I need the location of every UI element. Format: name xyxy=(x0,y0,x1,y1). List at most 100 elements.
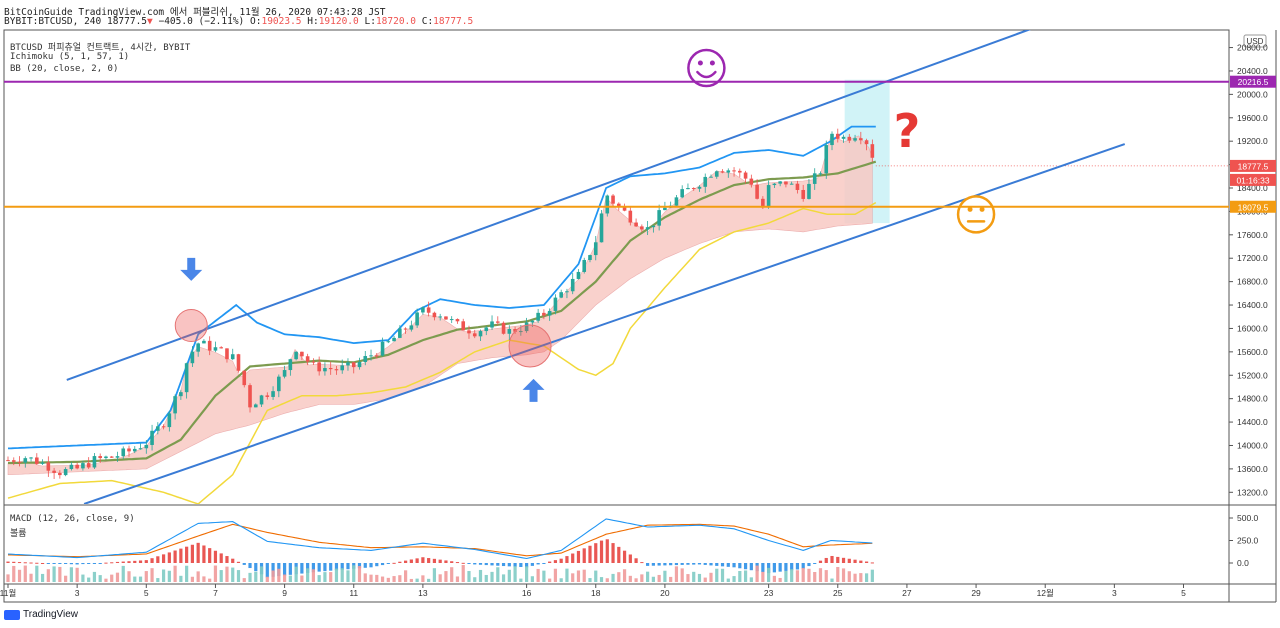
candle xyxy=(351,361,356,374)
candle-body xyxy=(559,292,563,298)
candle-body xyxy=(697,186,702,189)
candle xyxy=(640,224,644,233)
macd-histogram-bar xyxy=(334,563,339,571)
candle xyxy=(478,329,483,342)
macd-histogram-bar xyxy=(444,560,448,563)
channel-lower-line xyxy=(83,143,1126,504)
volume-bar xyxy=(490,571,494,582)
candle-body xyxy=(86,463,91,468)
publish-info: BitCoinGuide TradingView.com 에서 퍼블리쉬, 11… xyxy=(4,4,385,18)
macd-histogram-bar xyxy=(611,543,615,563)
highlight-circle-1 xyxy=(174,309,208,343)
macd-histogram-bar xyxy=(450,561,454,563)
macd-histogram-bar xyxy=(375,563,379,567)
macd-histogram-bar xyxy=(548,561,552,563)
volume-bar xyxy=(536,568,540,582)
candle-body xyxy=(542,312,546,316)
macd-histogram-bar xyxy=(421,557,425,563)
y-tick-label: 20800.0 xyxy=(1237,43,1268,53)
volume-bar xyxy=(859,573,863,582)
x-tick-label: 18 xyxy=(591,588,601,598)
volume-bar xyxy=(484,574,488,582)
macd-histogram-bar xyxy=(628,554,632,563)
tradingview-brand[interactable]: TradingView xyxy=(4,609,78,620)
candle-body xyxy=(691,188,696,190)
face-outline xyxy=(956,195,996,234)
macd-histogram-bar xyxy=(167,552,171,563)
macd-histogram-bar xyxy=(507,563,511,567)
macd-histogram-bar xyxy=(380,563,385,566)
candle xyxy=(536,308,540,323)
macd-histogram-bar xyxy=(536,563,540,565)
macd-histogram-bar xyxy=(818,560,823,563)
volume-bar xyxy=(450,567,454,582)
candle-body xyxy=(196,343,200,352)
volume-bar xyxy=(219,570,223,582)
candle xyxy=(132,446,137,454)
macd-histogram-bar xyxy=(836,556,840,563)
volume-bar xyxy=(720,568,725,582)
volume-bar xyxy=(548,578,552,582)
macd-histogram-bar xyxy=(196,542,200,563)
macd-histogram-bar xyxy=(432,558,437,563)
candle-body xyxy=(784,181,788,185)
macd-histogram-bar xyxy=(657,563,661,566)
candle xyxy=(691,187,696,191)
macd-histogram-bar xyxy=(311,563,316,573)
volume-bar xyxy=(582,569,586,582)
candle-body xyxy=(225,348,229,360)
legend-title: BTCUSD 퍼피츄얼 컨트랙트, 4시간, BYBIT xyxy=(10,43,191,53)
candle xyxy=(167,410,172,432)
currency-label: USD xyxy=(1247,37,1264,46)
x-tick-label: 29 xyxy=(971,588,981,598)
macd-histogram-bar xyxy=(104,562,108,564)
macd-histogram-bar xyxy=(553,560,558,563)
x-tick-label: 11월 xyxy=(0,588,16,598)
volume-bar xyxy=(732,576,736,582)
candle xyxy=(807,179,811,200)
macd-y-tick-label: 500.0 xyxy=(1237,513,1259,523)
candle-body xyxy=(271,391,275,397)
macd-histogram-bar xyxy=(743,563,748,570)
candle xyxy=(501,321,506,335)
volume-bar xyxy=(836,566,840,582)
candle xyxy=(156,422,160,435)
volume-bar xyxy=(813,572,817,582)
macd-histogram-bar xyxy=(455,562,460,564)
candle xyxy=(277,374,281,398)
candle xyxy=(23,456,28,468)
volume-bar xyxy=(755,565,759,582)
candle-body xyxy=(150,430,154,445)
macd-histogram-bar xyxy=(669,563,673,566)
candle xyxy=(426,301,431,317)
volume-bar xyxy=(380,576,385,582)
macd-histogram-bar xyxy=(409,559,413,563)
volume-bar xyxy=(605,578,609,582)
candle-body xyxy=(709,176,713,178)
volume-bar xyxy=(144,571,148,582)
volume-bar xyxy=(254,571,258,582)
volume-bar xyxy=(738,571,742,582)
candle-body xyxy=(219,347,224,349)
volume-bar xyxy=(294,566,298,582)
macd-histogram-bar xyxy=(571,553,575,563)
volume-bar xyxy=(115,572,120,582)
symbol-label: BYBIT:BTCUSD, 240 xyxy=(4,16,102,27)
macd-label: MACD (12, 26, close, 9) xyxy=(10,514,135,524)
candle xyxy=(46,456,51,477)
candle xyxy=(565,288,569,299)
volume-bar xyxy=(231,567,235,582)
x-tick-label: 23 xyxy=(764,588,774,598)
candle xyxy=(98,453,102,463)
candle-body xyxy=(409,325,414,330)
volume-bar xyxy=(340,568,344,582)
candle xyxy=(755,179,759,200)
legend-bb: BB (20, close, 2, 0) xyxy=(10,64,119,74)
candle-body xyxy=(732,170,736,172)
macd-histogram-bar xyxy=(703,563,707,565)
face-eye xyxy=(697,60,703,66)
volume-bar xyxy=(156,578,160,582)
macd-histogram-bar xyxy=(565,556,569,563)
candle xyxy=(455,318,460,324)
